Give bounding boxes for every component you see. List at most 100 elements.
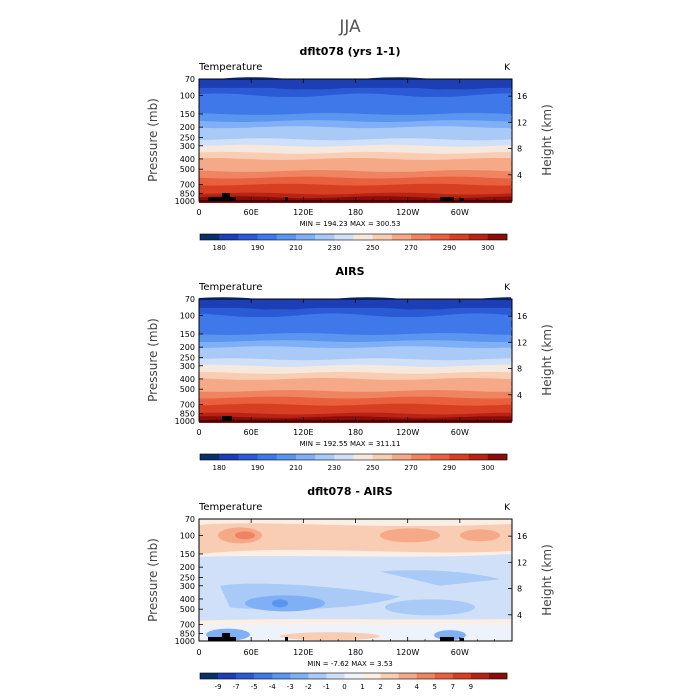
x-tick-label: 120W xyxy=(396,648,419,657)
contour-fill xyxy=(199,297,512,423)
colorbar-swatch xyxy=(372,454,393,460)
x-tick-label: 60W xyxy=(451,648,469,657)
y-tick-label: 400 xyxy=(180,595,195,604)
y-tick-label: 150 xyxy=(180,550,195,559)
panel-variable-label: Temperature xyxy=(198,282,262,293)
x-tick-label: 120E xyxy=(293,648,313,657)
colorbar-swatch xyxy=(295,234,316,240)
colorbar-swatch xyxy=(430,454,450,460)
y-tick-label: 200 xyxy=(180,563,195,572)
x-tick-label: 0 xyxy=(196,208,201,217)
colorbar-label: -9 xyxy=(215,683,222,691)
colorbar-label: 5 xyxy=(433,683,437,691)
y-tick-label: 500 xyxy=(180,385,195,394)
y-tick-label: 250 xyxy=(180,133,195,142)
colorbar-swatch xyxy=(353,454,373,460)
min-max-stats: MIN = 194.23 MAX = 300.53 xyxy=(300,220,401,228)
y-tick-label: 100 xyxy=(180,311,195,320)
topography-mask xyxy=(222,416,232,421)
colorbar-swatch xyxy=(257,234,278,240)
units-label: K xyxy=(504,283,511,293)
y-tick-label: 850 xyxy=(180,410,195,419)
colorbar-swatch xyxy=(488,673,508,679)
y-tick-label: 250 xyxy=(180,353,195,362)
x-tick-label: 60W xyxy=(451,208,469,217)
colorbar-swatch xyxy=(326,673,345,679)
colorbar-swatch xyxy=(257,454,278,460)
panel-title: AIRS xyxy=(336,265,365,278)
colorbar-label: 9 xyxy=(469,683,473,691)
colorbar-label: 270 xyxy=(404,244,417,252)
y-tick-label: 1000 xyxy=(175,417,195,426)
x-tick-label: 120W xyxy=(396,428,419,437)
colorbar-label: 3 xyxy=(396,683,400,691)
y-axis-label-right: Height (km) xyxy=(540,544,554,615)
colorbar-swatch xyxy=(372,234,393,240)
colorbar-swatch xyxy=(236,673,255,679)
y-tick-label: 300 xyxy=(180,582,195,591)
min-max-stats: MIN = -7.62 MAX = 3.53 xyxy=(307,660,393,668)
units-label: K xyxy=(504,63,511,73)
colorbar-label: 290 xyxy=(443,464,456,472)
colorbar-swatch xyxy=(238,454,258,460)
x-tick-label: 60E xyxy=(244,208,259,217)
y-axis-label: Pressure (mb) xyxy=(146,538,160,622)
colorbar-swatch xyxy=(315,454,335,460)
colorbar-label: 210 xyxy=(289,464,302,472)
y-tick-label: 1000 xyxy=(175,197,195,206)
colorbar-label: 210 xyxy=(289,244,302,252)
colorbar-swatch xyxy=(219,454,239,460)
y-axis-label: Pressure (mb) xyxy=(146,318,160,402)
colorbar-label: -4 xyxy=(269,683,277,691)
height-tick-label: 12 xyxy=(517,558,527,567)
colorbar-swatch xyxy=(468,454,489,460)
colorbar-label: 230 xyxy=(328,464,341,472)
y-tick-label: 150 xyxy=(180,110,195,119)
colorbar-label: 0 xyxy=(342,683,346,691)
y-tick-label: 300 xyxy=(180,362,195,371)
colorbar-swatch xyxy=(200,234,220,240)
x-tick-label: 120W xyxy=(396,208,419,217)
panel-title: dflt078 (yrs 1-1) xyxy=(300,45,401,58)
colorbar-swatch xyxy=(468,234,489,240)
colorbar: 180 190 210 230 250 270 290 300 xyxy=(199,233,508,252)
colorbar-swatch xyxy=(362,673,381,679)
x-tick-label: 120E xyxy=(293,208,313,217)
height-tick-label: 8 xyxy=(517,585,522,594)
colorbar-label: 230 xyxy=(328,244,341,252)
x-tick-label: 180 xyxy=(348,428,363,437)
colorbar-swatch xyxy=(290,673,309,679)
height-tick-label: 16 xyxy=(517,92,527,101)
y-tick-label: 700 xyxy=(180,181,195,190)
colorbar-swatch xyxy=(416,673,436,679)
height-tick-label: 12 xyxy=(517,118,527,127)
y-tick-label: 250 xyxy=(180,573,195,582)
y-axis-label: Pressure (mb) xyxy=(146,98,160,182)
x-tick-label: 60E xyxy=(244,648,259,657)
y-tick-label: 1000 xyxy=(175,637,195,646)
colorbar-swatch xyxy=(391,234,412,240)
colorbar-label: 180 xyxy=(213,464,226,472)
x-tick-label: 60W xyxy=(451,428,469,437)
x-tick-label: 180 xyxy=(348,648,363,657)
colorbar-label: 270 xyxy=(404,464,417,472)
colorbar-swatch xyxy=(411,454,431,460)
colorbar-swatch xyxy=(430,234,450,240)
min-max-stats: MIN = 192.55 MAX = 311.11 xyxy=(300,440,401,448)
colorbar-label: 290 xyxy=(443,244,456,252)
colorbar-swatch xyxy=(487,454,508,460)
colorbar-label: 190 xyxy=(251,244,264,252)
y-tick-label: 850 xyxy=(180,190,195,199)
height-tick-label: 4 xyxy=(517,391,522,400)
colorbar-swatch xyxy=(200,454,220,460)
height-tick-label: 8 xyxy=(517,145,522,154)
colorbar-label: 300 xyxy=(481,244,494,252)
y-axis-label-right: Height (km) xyxy=(540,104,554,175)
colorbar-swatch xyxy=(487,234,508,240)
y-tick-label: 300 xyxy=(180,142,195,151)
colorbar-swatch xyxy=(295,454,316,460)
y-tick-label: 400 xyxy=(180,375,195,384)
y-tick-label: 700 xyxy=(180,621,195,630)
